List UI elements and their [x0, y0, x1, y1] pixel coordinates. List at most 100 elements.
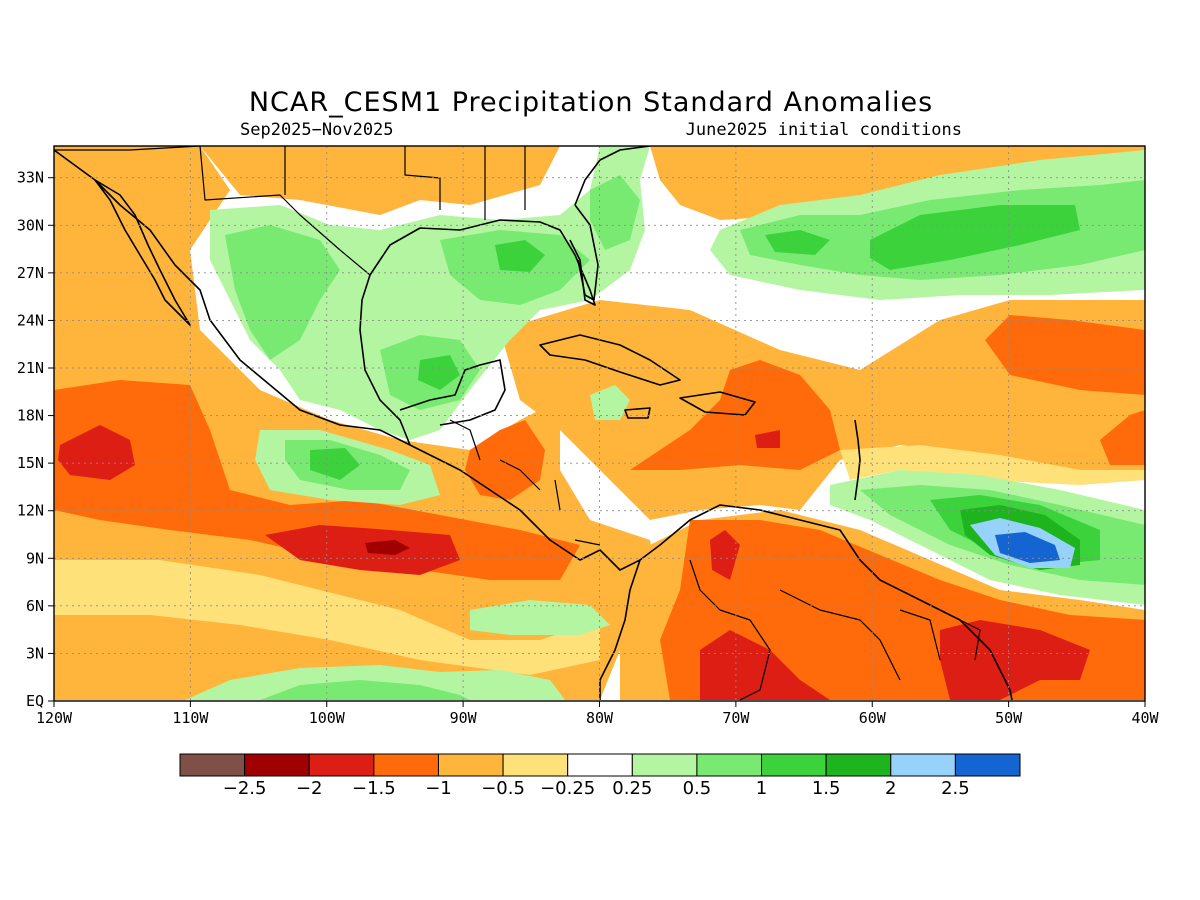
wet-region-caribbean-spot [590, 385, 630, 420]
map-subtitle-initial-conditions: June2025 initial conditions [686, 120, 962, 140]
colorbar-label: −2.5 [223, 778, 267, 799]
strong-dry-venezuela [710, 530, 740, 580]
moderate-dry-east-pacific [54, 380, 580, 580]
weak-dry-band-pacific [54, 560, 600, 675]
colorbar-label: −1 [425, 778, 452, 799]
map-subtitle-period: Sep2025−Nov2025 [240, 120, 394, 140]
coastline-lesser-antilles [854, 419, 861, 501]
colorbar-label: 1 [756, 778, 767, 799]
coastline-central-america [429, 454, 1013, 701]
coastline-us-east [574, 146, 651, 206]
latitude-axis: EQ 3N 6N 9N 12N 15N 18N 21N 24N 27N 30N 33N [17, 169, 54, 710]
colorbar-swatch [954, 753, 1021, 777]
lon-tick-label: 100W [309, 709, 346, 727]
colorbar-swatch [696, 753, 763, 777]
colorbar-label: 2 [885, 778, 896, 799]
lat-tick-label: 6N [26, 597, 44, 615]
longitude-axis: 120W 110W 100W 90W 80W 70W 60W 50W 40W [36, 701, 1160, 727]
wet-strong-atlantic-east [870, 205, 1080, 270]
coastline-colombia-pacific [599, 559, 641, 700]
wet-moderate-mexico [225, 225, 340, 360]
weak-dry-band-atlantic [840, 445, 1145, 485]
strong-dry-guianas [940, 620, 1090, 700]
anomaly-shading [54, 146, 1145, 700]
lat-tick-label: 30N [17, 216, 44, 234]
lat-tick-label: 15N [17, 454, 44, 472]
lon-tick-label: 90W [450, 709, 478, 727]
graticule [54, 146, 1145, 701]
map-title: NCAR_CESM1 Precipitation Standard Anomal… [249, 87, 933, 118]
colorbar-swatch [179, 753, 246, 777]
lon-tick-label: 40W [1131, 709, 1159, 727]
colorbar-swatch [244, 753, 310, 777]
strong-dry-east-pacific [265, 525, 460, 575]
border-us-states [284, 146, 526, 220]
wet-moderate-florida [590, 175, 640, 250]
lat-tick-label: 9N [26, 549, 44, 567]
coastline-mexico-pacific [54, 149, 431, 456]
lat-tick-label: 27N [17, 264, 44, 282]
lat-tick-label: EQ [26, 692, 44, 710]
colorbar-swatch [761, 753, 827, 777]
lon-tick-label: 50W [995, 709, 1023, 727]
coastlines [54, 146, 1013, 701]
colorbar-swatch [502, 753, 569, 777]
colorbar-label: −0.5 [481, 778, 525, 799]
coastline-cuba [539, 334, 681, 386]
coastline-gulf-of-mexico [359, 219, 596, 446]
lon-tick-label: 70W [722, 709, 750, 727]
coastline-florida [574, 204, 599, 301]
wet-strong-atlantic-west [765, 230, 830, 255]
colorbar: −2.5 −2 −1.5 −1 −0.5 −0.25 0.25 0.5 1 1.5 2 2.5 [179, 753, 1021, 799]
map-frame [54, 146, 1145, 701]
strong-dry-caribbean-spot [755, 430, 780, 448]
wet-strong-gulf [495, 240, 545, 272]
wet-strong-south-mexico [310, 448, 360, 480]
colorbar-swatch [308, 753, 375, 777]
lon-tick-label: 80W [586, 709, 614, 727]
colorbar-label: 2.5 [941, 778, 970, 799]
lat-tick-label: 21N [17, 359, 44, 377]
lon-tick-label: 60W [859, 709, 887, 727]
extreme-dry-core [365, 540, 410, 555]
moderate-dry-central-america [465, 420, 545, 500]
colorbar-swatch [437, 753, 504, 777]
border-us-mexico [54, 146, 371, 276]
border-venezuela-colombia [689, 559, 981, 701]
lon-tick-label: 120W [36, 709, 73, 727]
coastline-hispaniola [679, 391, 756, 416]
colorbar-label: 0.5 [683, 778, 712, 799]
strong-dry-amazon [700, 630, 830, 700]
colorbar-label: 0.25 [612, 778, 652, 799]
lat-tick-label: 33N [17, 169, 44, 187]
coastline-jamaica [624, 407, 651, 419]
colorbar-swatch [567, 753, 633, 777]
colorbar-label: 1.5 [812, 778, 841, 799]
lat-tick-label: 24N [17, 311, 44, 329]
wet-moderate-equatorial-pacific [260, 680, 470, 700]
lat-tick-label: 12N [17, 502, 44, 520]
wet-extreme-core [995, 532, 1060, 563]
strong-dry-west-pacific [58, 425, 135, 480]
wet-region-mexico-gulf [210, 146, 650, 440]
colorbar-label: −0.25 [540, 778, 595, 799]
colorbar-label: −2 [296, 778, 323, 799]
lon-tick-label: 110W [172, 709, 209, 727]
coastline-yucatan [399, 359, 506, 426]
colorbar-swatch [631, 753, 698, 777]
coastline-baja-california [94, 179, 191, 326]
wet-region-panama-bight [470, 600, 610, 635]
wet-strong-south-gulf [418, 355, 460, 390]
colorbar-swatch [890, 753, 956, 777]
dry-region-top-strip [200, 146, 560, 215]
colorbar-swatch [373, 753, 439, 777]
lat-tick-label: 18N [17, 407, 44, 425]
colorbar-label: −1.5 [352, 778, 396, 799]
moderate-dry-east-atlantic [1100, 410, 1145, 465]
moderate-dry-subtropical-atlantic [985, 315, 1145, 395]
country-borders [54, 146, 981, 701]
colorbar-swatch [825, 753, 892, 777]
lat-tick-label: 3N [26, 644, 44, 662]
border-central-america [449, 419, 601, 546]
